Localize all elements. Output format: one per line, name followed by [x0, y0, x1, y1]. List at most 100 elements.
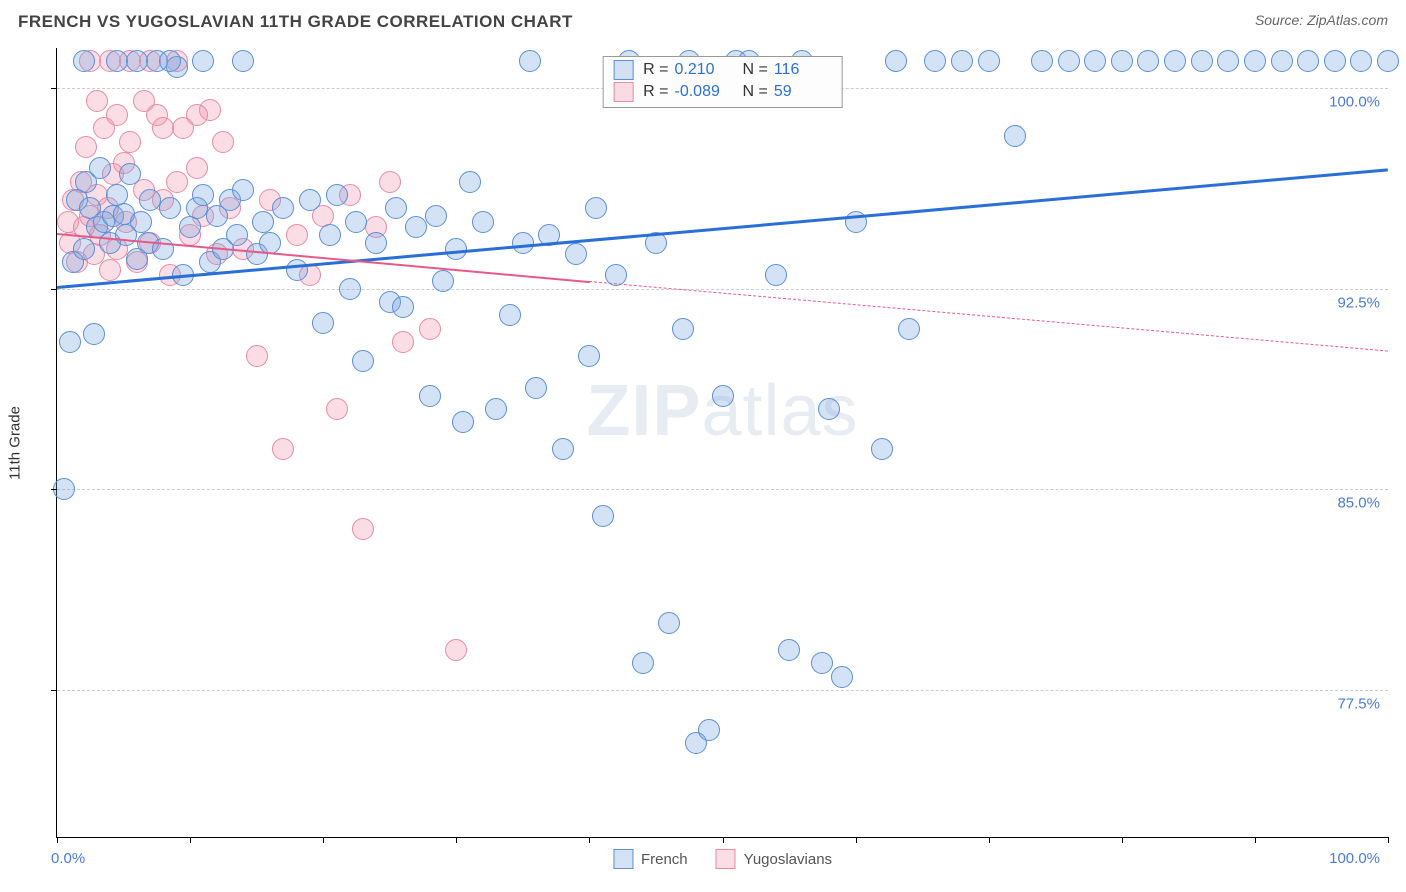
stat-r-yugo: -0.089	[675, 83, 733, 101]
point-french	[126, 50, 148, 72]
swatch-french-icon	[613, 849, 633, 869]
point-yugo	[326, 398, 348, 420]
swatch-yugo-icon	[716, 849, 736, 869]
point-french	[1324, 50, 1346, 72]
chart-area: 11th Grade ZIPatlas R = 0.210 N = 116 R …	[56, 48, 1388, 838]
point-yugo	[212, 131, 234, 153]
y-tick-label: 85.0%	[1337, 495, 1380, 512]
point-french	[519, 50, 541, 72]
point-yugo	[352, 518, 374, 540]
point-french	[89, 157, 111, 179]
legend-item-yugo: Yugoslavians	[716, 849, 832, 869]
point-yugo	[106, 104, 128, 126]
point-french	[552, 438, 574, 460]
point-yugo	[272, 438, 294, 460]
point-french	[119, 163, 141, 185]
point-french	[365, 232, 387, 254]
point-french	[712, 385, 734, 407]
point-yugo	[186, 157, 208, 179]
point-french	[924, 50, 946, 72]
y-axis-title: 11th Grade	[7, 406, 24, 480]
x-tick	[723, 837, 724, 843]
point-french	[472, 211, 494, 233]
y-tick	[51, 489, 57, 490]
point-yugo	[75, 136, 97, 158]
point-french	[1164, 50, 1186, 72]
x-tick	[456, 837, 457, 843]
point-french	[445, 238, 467, 260]
point-french	[319, 224, 341, 246]
x-axis-min-label: 0.0%	[51, 850, 85, 867]
point-french	[485, 398, 507, 420]
point-french	[385, 197, 407, 219]
point-french	[885, 50, 907, 72]
point-yugo	[99, 259, 121, 281]
point-french	[286, 259, 308, 281]
point-french	[459, 171, 481, 193]
y-tick	[51, 690, 57, 691]
point-french	[130, 211, 152, 233]
point-french	[1217, 50, 1239, 72]
x-tick	[989, 837, 990, 843]
point-french	[1111, 50, 1133, 72]
point-french	[179, 216, 201, 238]
point-french	[1137, 50, 1159, 72]
point-french	[1031, 50, 1053, 72]
point-french	[192, 50, 214, 72]
swatch-french	[613, 60, 633, 80]
point-french	[1271, 50, 1293, 72]
point-french	[778, 639, 800, 661]
watermark-bold: ZIP	[586, 371, 701, 451]
point-french	[339, 278, 361, 300]
x-axis-max-label: 100.0%	[1329, 850, 1380, 867]
point-french	[405, 216, 427, 238]
point-french	[1191, 50, 1213, 72]
gridline	[57, 289, 1388, 290]
y-tick	[51, 289, 57, 290]
point-french	[871, 438, 893, 460]
point-yugo	[246, 345, 268, 367]
swatch-yugo	[613, 82, 633, 102]
point-french	[419, 385, 441, 407]
point-french	[565, 243, 587, 265]
point-french	[106, 50, 128, 72]
x-tick	[1255, 837, 1256, 843]
point-yugo	[445, 639, 467, 661]
point-french	[432, 270, 454, 292]
point-yugo	[166, 171, 188, 193]
point-yugo	[119, 131, 141, 153]
point-french	[898, 318, 920, 340]
y-tick	[51, 88, 57, 89]
stat-n-label: N =	[743, 61, 768, 79]
point-french	[152, 238, 174, 260]
point-french	[1244, 50, 1266, 72]
y-tick-label: 92.5%	[1337, 294, 1380, 311]
point-french	[192, 184, 214, 206]
point-french	[978, 50, 1000, 72]
x-tick	[1388, 837, 1389, 843]
point-french	[698, 719, 720, 741]
point-french	[312, 312, 334, 334]
x-tick	[190, 837, 191, 843]
legend-label-yugo: Yugoslavians	[744, 851, 832, 868]
trend-yugo-dash	[589, 281, 1388, 352]
point-french	[232, 50, 254, 72]
point-yugo	[286, 224, 308, 246]
point-french	[272, 197, 294, 219]
stat-n-label: N =	[743, 83, 768, 101]
x-tick	[589, 837, 590, 843]
point-french	[59, 331, 81, 353]
point-french	[1058, 50, 1080, 72]
point-french	[159, 197, 181, 219]
point-french	[252, 211, 274, 233]
y-tick-label: 100.0%	[1329, 94, 1380, 111]
point-french	[1377, 50, 1399, 72]
point-french	[345, 211, 367, 233]
point-french	[592, 505, 614, 527]
legend-label-french: French	[641, 851, 688, 868]
point-french	[818, 398, 840, 420]
point-french	[525, 377, 547, 399]
gridline	[57, 489, 1388, 490]
stat-n-french: 116	[774, 61, 832, 79]
point-french	[658, 612, 680, 634]
